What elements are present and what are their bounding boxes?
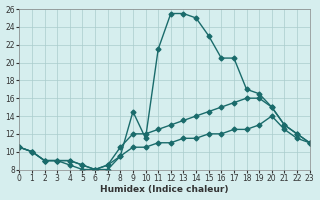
X-axis label: Humidex (Indice chaleur): Humidex (Indice chaleur) xyxy=(100,185,229,194)
